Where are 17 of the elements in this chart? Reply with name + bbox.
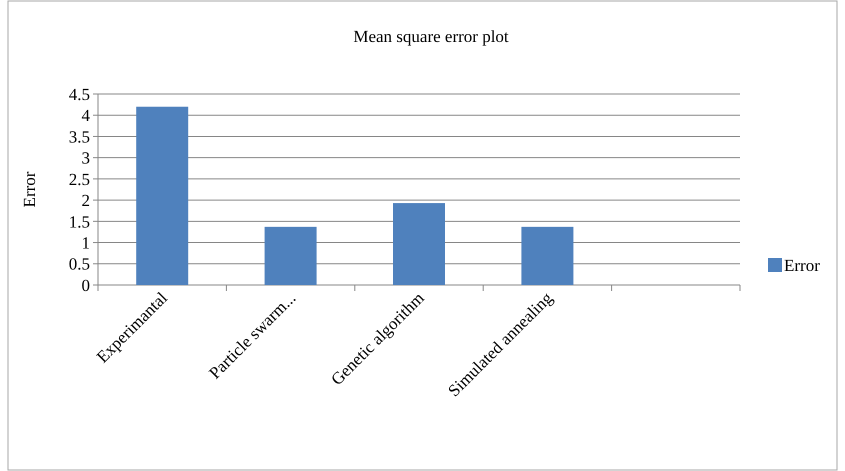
y-tick-label: 2.5	[68, 170, 90, 189]
y-tick-label: 4	[82, 106, 90, 126]
y-axis-title: Error	[20, 171, 39, 208]
y-tick-label: 1.5	[68, 212, 90, 232]
bar	[521, 226, 574, 285]
y-tick-label: 4.5	[68, 84, 90, 104]
y-tick-label: 3	[82, 148, 90, 168]
y-tick-label: 1	[82, 234, 90, 253]
bar	[264, 226, 317, 285]
y-tick-label: 0	[82, 276, 90, 295]
bar	[393, 203, 445, 285]
legend-label: Error	[784, 256, 820, 275]
chart-title: Mean square error plot	[353, 27, 509, 46]
bar	[136, 106, 188, 285]
y-tick-label: 3.5	[68, 127, 90, 146]
y-tick-label: 0.5	[68, 254, 90, 274]
y-tick-label: 2	[82, 191, 90, 210]
